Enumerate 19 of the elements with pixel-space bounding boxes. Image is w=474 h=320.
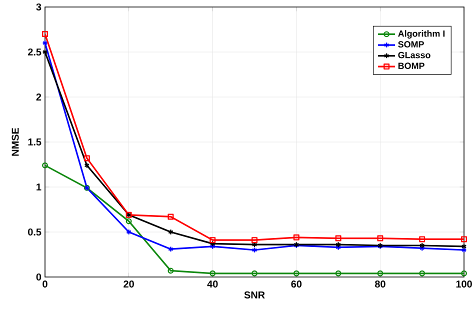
legend-label: GLasso [398, 52, 430, 58]
y-tick-label: 2.5 [28, 48, 42, 56]
y-tick-label: 3 [36, 3, 42, 11]
y-tick-label: 0 [36, 273, 42, 281]
legend-label: SOMP [398, 41, 424, 48]
x-axis-title: SNR [244, 291, 265, 298]
y-tick-label: 1.5 [28, 138, 42, 146]
y-tick-label: 2 [36, 94, 42, 100]
legend-label: BOMP [398, 62, 424, 70]
y-axis-title: NMSE [12, 128, 19, 156]
x-tick-label: 20 [124, 280, 134, 288]
legend-label: Algorithm I [398, 30, 445, 39]
y-tick-label: 0.5 [28, 228, 42, 236]
x-tick-label: 40 [207, 280, 218, 288]
x-tick-label: 0 [42, 280, 48, 288]
x-tick-label: 80 [374, 280, 386, 288]
x-tick-label: 100 [456, 280, 472, 288]
x-tick-label: 60 [291, 280, 302, 288]
y-tick-label: 1 [36, 184, 42, 190]
